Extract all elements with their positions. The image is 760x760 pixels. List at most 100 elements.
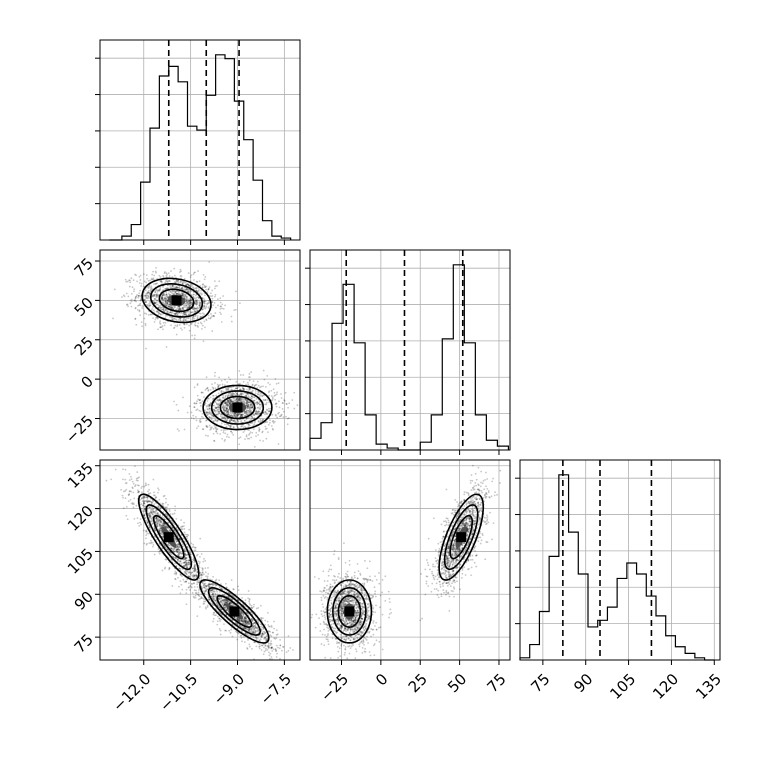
sample-point [188,571,191,574]
sample-point [245,410,247,413]
sample-point [142,273,145,276]
sample-point [159,320,162,323]
sample-point [156,299,159,302]
sample-point [214,371,217,374]
sample-point [195,287,198,289]
sample-point [196,384,199,387]
sample-point [203,586,206,589]
sample-point [168,568,171,571]
sample-point [229,400,232,403]
sample-point [208,412,211,415]
sample-point [147,291,150,294]
sample-point [203,557,205,560]
sample-point [185,566,188,569]
sample-point [176,544,179,547]
sample-point [183,323,185,325]
sample-point [159,308,162,310]
sample-point [156,523,159,525]
sample-point [169,311,171,314]
sample-point [244,411,247,413]
sample-point [231,393,233,396]
sample-point [162,306,165,309]
sample-point [237,398,240,400]
sample-point [173,572,176,575]
sample-point [177,553,179,556]
sample-point [203,396,205,398]
sample-point [249,388,252,390]
sample-point [229,631,232,634]
sample-point [248,408,251,410]
sample-point [240,413,243,416]
sample-point [154,283,157,285]
sample-point [128,493,131,495]
sample-point [239,393,242,395]
sample-point [187,303,189,306]
sample-point [198,304,201,307]
sample-point [162,293,165,296]
sample-point [247,424,250,427]
sample-point [188,305,191,308]
sample-point [174,505,177,508]
sample-point [158,520,161,523]
sample-point [143,312,146,315]
sample-point [148,506,150,509]
sample-point [128,473,131,475]
sample-point [163,567,166,570]
sample-point [207,389,210,392]
sample-point [163,525,166,527]
sample-point [249,404,252,407]
sample-point [205,411,208,414]
sample-point [237,413,239,416]
sample-point [216,399,219,401]
sample-point [144,484,147,487]
sample-point [153,529,156,532]
sample-point [203,320,206,323]
sample-point [274,394,277,397]
sample-point [174,291,177,294]
sample-point [136,309,139,311]
sample-point [198,302,201,304]
sample-point [277,443,280,445]
sample-point [192,273,195,276]
sample-point [211,300,214,303]
sample-point [255,398,258,400]
sample-point [165,525,168,527]
sample-point [163,522,166,525]
sample-point [202,567,204,570]
sample-point [217,386,220,389]
sample-point [187,561,190,564]
sample-point [187,534,190,537]
sample-point [178,552,181,555]
sample-point [246,409,249,412]
sample-point [251,404,254,406]
sample-point [144,322,147,325]
sample-point [275,402,277,405]
sample-point [187,561,190,564]
sample-point [180,562,183,565]
sample-point [181,292,184,295]
sample-point [219,413,222,416]
sample-point [121,296,123,298]
sample-point [251,406,254,409]
sample-point [217,405,219,408]
sample-point [151,293,154,296]
sample-point [219,297,222,300]
sample-point [227,408,230,411]
sample-point [223,402,226,405]
sample-point [227,401,230,404]
sample-point [219,311,221,314]
sample-point [150,501,153,503]
sample-point [163,324,166,327]
sample-point [183,293,186,296]
sample-point [124,278,127,281]
sample-point [174,286,177,289]
sample-point [242,388,245,391]
sample-point [176,307,179,310]
sample-point [182,311,185,314]
sample-point [226,387,229,390]
sample-point [188,302,191,305]
sample-point [127,305,130,308]
sample-point [228,389,230,392]
sample-point [222,409,225,412]
sample-point [159,523,162,526]
